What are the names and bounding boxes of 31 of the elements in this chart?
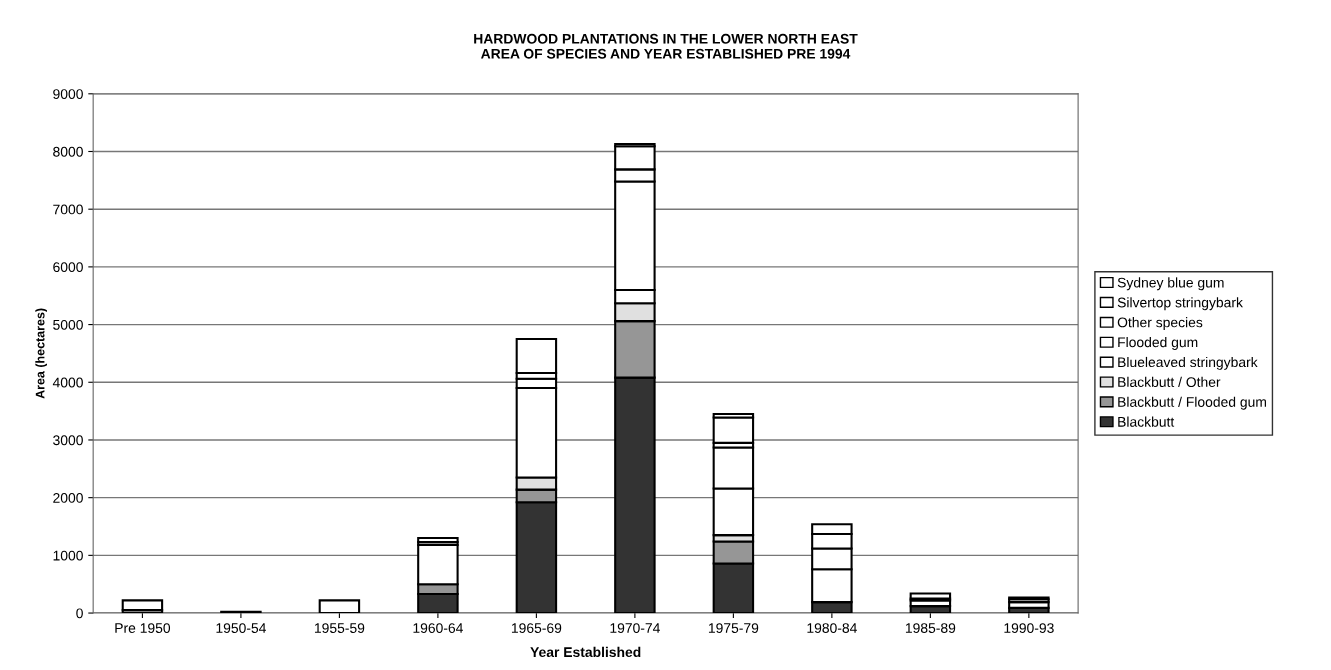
y-tick-label: 7000 <box>53 204 83 215</box>
x-tick-label: 1990-93 <box>1004 623 1054 633</box>
x-tick-label: Pre 1950 <box>115 623 171 633</box>
y-tick-label: 4000 <box>52 377 83 388</box>
x-tick-label: 1950-54 <box>216 623 266 633</box>
x-tick-label: 1965-69 <box>511 623 562 633</box>
legend-label: Blackbutt / Flooded gum <box>1118 396 1266 410</box>
y-tick-label: 8000 <box>53 146 83 157</box>
x-tick-label: 1955-59 <box>314 623 365 633</box>
legend-label: Blueleaved stringybark <box>1118 356 1258 370</box>
x-tick-label: 1975-79 <box>708 623 759 633</box>
x-tick-label: 1985-89 <box>905 623 956 633</box>
y-tick-label: 3000 <box>53 435 83 446</box>
y-tick-label: 1000 <box>53 550 83 561</box>
legend-label: Blackbutt / Other <box>1118 376 1221 387</box>
y-axis-title: Area (hectares) <box>35 308 47 399</box>
chart-title: HARDWOOD PLANTATIONS IN THE LOWER NORTH EAST AREA OF SPECIES AND YEAR ESTABLISHED PRE 1994 <box>474 33 858 59</box>
y-tick-label: 5000 <box>53 319 83 330</box>
legend-label: Sydney blue gum <box>1117 277 1224 291</box>
legend-label: Silvertop stringybark <box>1117 297 1243 311</box>
x-tick-label: 1970-74 <box>610 623 660 633</box>
legend-label: Flooded gum <box>1118 337 1198 350</box>
x-tick-label: 1960-64 <box>413 623 463 633</box>
y-tick-label: 0 <box>76 608 83 619</box>
y-tick-label: 2000 <box>53 493 83 503</box>
legend-label: Blackbutt <box>1118 416 1175 427</box>
legend-label: Other species <box>1117 317 1203 331</box>
y-tick-label: 9000 <box>53 89 83 99</box>
x-tick-label: 1980-84 <box>807 623 857 633</box>
y-tick-label: 6000 <box>53 262 83 273</box>
x-axis-title: Year Established <box>530 646 641 658</box>
